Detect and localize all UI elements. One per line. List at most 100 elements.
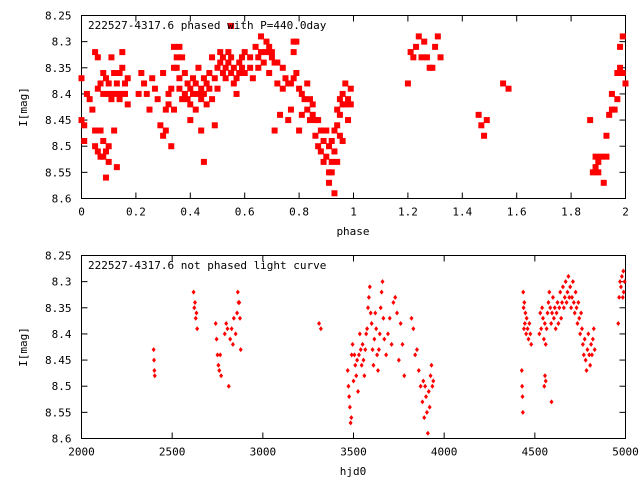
- phased-data-point: [306, 117, 313, 124]
- phased-data-point: [228, 70, 235, 77]
- unphased-y-tick-label: 8.3: [52, 276, 72, 289]
- unphased-data-point: [422, 415, 427, 421]
- unphased-data-point: [618, 284, 623, 290]
- phased-data-point: [165, 90, 172, 97]
- phased-data-point: [187, 85, 194, 92]
- phased-data-point: [162, 127, 169, 134]
- phased-data-point: [192, 80, 199, 87]
- unphased-data-point: [555, 300, 560, 306]
- unphased-data-point: [215, 352, 220, 358]
- unphased-data-point: [380, 279, 385, 285]
- phased-data-point: [168, 85, 175, 92]
- unphased-data-point: [360, 341, 365, 347]
- unphased-data-point: [426, 388, 431, 394]
- unphased-data-point: [219, 373, 224, 379]
- phased-data-point: [249, 75, 256, 82]
- phased-data-point: [176, 85, 183, 92]
- phased-x-tick-label: 1.4: [452, 206, 472, 219]
- unphased-data-point: [366, 294, 371, 300]
- unphased-data-point: [556, 320, 561, 326]
- phased-data-point: [181, 90, 188, 97]
- unphased-data-point: [577, 315, 582, 321]
- unphased-data-point: [549, 320, 554, 326]
- unphased-data-point: [192, 305, 197, 311]
- phased-data-point: [116, 90, 123, 97]
- phased-data-point: [614, 70, 621, 77]
- unphased-data-point: [616, 320, 621, 326]
- unphased-data-point: [414, 347, 419, 353]
- unphased-data-points: [151, 268, 627, 436]
- unphased-x-tick-label: 4000: [431, 446, 458, 459]
- unphased-data-point: [229, 326, 234, 332]
- phased-data-point: [113, 80, 120, 87]
- unphased-data-point: [348, 420, 353, 426]
- unphased-data-point: [581, 352, 586, 358]
- unphased-data-point: [557, 305, 562, 311]
- phased-data-point: [622, 80, 629, 87]
- phased-data-point: [331, 148, 338, 155]
- unphased-data-point: [411, 326, 416, 332]
- phased-x-tick-label: 1: [350, 206, 357, 219]
- phased-data-point: [233, 75, 240, 82]
- phased-data-point: [328, 137, 335, 144]
- unphased-data-point: [584, 368, 589, 374]
- phased-data-point: [304, 106, 311, 113]
- phased-data-point: [255, 54, 262, 61]
- phased-data-point: [296, 85, 303, 92]
- unphased-data-point: [217, 368, 222, 374]
- unphased-data-point: [421, 378, 426, 384]
- phased-data-point: [219, 54, 226, 61]
- unphased-data-point: [362, 373, 367, 379]
- unphased-data-point: [345, 368, 350, 374]
- unphased-data-point: [361, 357, 366, 363]
- phased-data-point: [154, 96, 161, 103]
- phased-data-point: [323, 127, 330, 134]
- unphased-data-point: [218, 352, 223, 358]
- unphased-data-point: [528, 331, 533, 337]
- phased-data-point: [209, 54, 216, 61]
- unphased-data-point: [551, 315, 556, 321]
- unphased-data-point: [357, 331, 362, 337]
- unphased-data-point: [622, 279, 627, 285]
- phased-data-point: [122, 80, 129, 87]
- phased-data-point: [122, 90, 129, 97]
- phased-data-point: [228, 54, 235, 61]
- unphased-data-point: [418, 383, 423, 389]
- phased-data-point: [481, 132, 488, 139]
- phased-data-point: [334, 122, 341, 129]
- phased-data-point: [168, 143, 175, 150]
- phased-data-point: [271, 127, 278, 134]
- phased-data-point: [608, 90, 615, 97]
- phased-data-point: [309, 101, 316, 108]
- unphased-data-point: [395, 310, 400, 316]
- unphased-data-point: [351, 378, 356, 384]
- phased-data-point: [475, 111, 482, 118]
- phased-data-point: [432, 43, 439, 50]
- unphased-data-point: [369, 320, 374, 326]
- phased-data-point: [157, 122, 164, 129]
- phased-data-point: [81, 137, 88, 144]
- unphased-data-point: [402, 373, 407, 379]
- unphased-data-point: [560, 300, 565, 306]
- unphased-data-point: [543, 378, 548, 384]
- phased-data-point: [222, 64, 229, 71]
- phased-data-point: [102, 148, 109, 155]
- unphased-data-point: [193, 300, 198, 306]
- phased-data-point: [606, 111, 613, 118]
- phased-data-point: [263, 49, 270, 56]
- unphased-data-point: [546, 300, 551, 306]
- phased-data-point: [94, 85, 101, 92]
- unphased-data-point: [427, 404, 432, 410]
- unphased-data-point: [565, 289, 570, 295]
- unphased-data-point: [562, 294, 567, 300]
- phased-y-tick-labels: 8.25 8.3 8.35 8.4 8.45 8.5 8.55 8.6: [45, 10, 72, 206]
- unphased-y-tick-label: 8.35: [45, 302, 72, 315]
- unphased-y-tick-label: 8.4: [52, 328, 72, 341]
- unphased-data-point: [365, 326, 370, 332]
- phased-data-point: [119, 49, 126, 56]
- unphased-data-point: [542, 373, 547, 379]
- phased-data-point: [306, 96, 313, 103]
- unphased-panel: 8.25 8.3 8.35 8.4 8.45 8.5 8.55 8.6 2000 2500 300…: [17, 250, 639, 479]
- phased-data-point: [119, 64, 126, 71]
- unphased-data-point: [424, 409, 429, 415]
